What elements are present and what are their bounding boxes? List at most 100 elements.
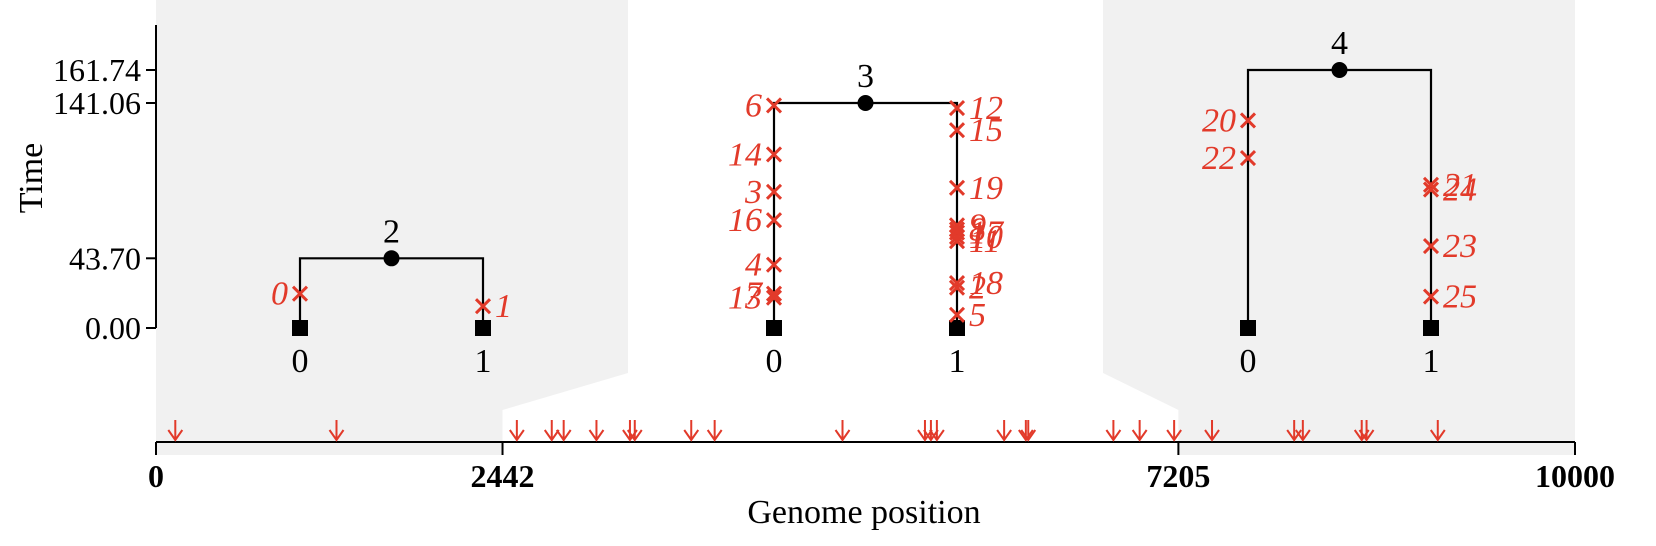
mutation-marker: [948, 233, 966, 250]
site-arrow: [509, 420, 525, 442]
mutation-label: 12: [969, 90, 1003, 127]
mutation-label: 17: [969, 215, 1005, 252]
leaf-node-label: 1: [475, 343, 492, 380]
mutation-label: 20: [1202, 102, 1236, 139]
mutation-label: 23: [1443, 228, 1477, 265]
leaf-node: [475, 320, 491, 336]
y-axis-title: Time: [13, 143, 50, 214]
mutation-marker: [948, 99, 966, 117]
site-arrow: [1358, 420, 1375, 442]
y-tick-label: 43.70: [69, 240, 141, 276]
site-arrow: [929, 420, 945, 442]
site-arrow: [543, 420, 560, 442]
mutation-marker: [291, 285, 309, 302]
mutation-marker: [765, 212, 783, 229]
x-tick-label: 0: [148, 458, 164, 494]
mutation-marker: [1422, 288, 1440, 305]
mutation-label: 15: [969, 112, 1003, 149]
x-tick-label: 10000: [1535, 458, 1615, 494]
mutation-label: 16: [728, 202, 762, 239]
x-axis-title: Genome position: [747, 494, 980, 531]
mutation-marker: [765, 289, 783, 306]
mutation-marker: [1239, 112, 1257, 129]
leaf-node: [292, 320, 308, 336]
mutation-label: 22: [1202, 140, 1236, 177]
mutation-label: 6: [745, 87, 762, 124]
mutation-label: 0: [271, 276, 288, 313]
mutation-label: 10: [969, 219, 1003, 256]
mutation-marker: [474, 298, 492, 315]
site-arrow: [588, 420, 605, 442]
mutation-label: 8: [969, 211, 986, 248]
mutation-marker: [765, 183, 783, 200]
mutation-label: 1: [495, 288, 512, 325]
mutation-marker: [1422, 181, 1440, 198]
site-arrow: [1204, 420, 1220, 442]
leaf-node: [766, 320, 782, 336]
site-arrow: [834, 420, 851, 442]
mutation-marker: [1239, 150, 1257, 167]
mutation-marker: [948, 274, 966, 292]
y-tick-label: 141.06: [53, 85, 141, 121]
mutation-label: 11: [969, 223, 1000, 260]
mutation-marker: [948, 228, 966, 245]
site-arrow: [1166, 420, 1182, 442]
site-arrow: [167, 420, 184, 442]
mutation-marker: [765, 97, 783, 114]
root-node: [1331, 62, 1348, 78]
tree-shade-2: [1103, 0, 1575, 455]
mutation-label: 24: [1443, 172, 1477, 209]
tree-interval-shading: [156, 0, 1575, 455]
mutation-label: 2: [969, 270, 986, 307]
mutation-marker: [765, 285, 783, 302]
site-arrow: [1020, 420, 1037, 442]
root-node-label: 3: [857, 58, 874, 95]
leaf-node-label: 1: [1423, 343, 1440, 380]
mutation-marker: [765, 146, 783, 163]
mutation-marker: [948, 279, 966, 296]
mutation-label: 25: [1443, 279, 1477, 316]
mutation-marker: [948, 122, 966, 139]
mutation-label: 14: [728, 136, 762, 173]
y-tick-label: 161.74: [53, 52, 141, 88]
x-tick-label: 7205: [1146, 458, 1210, 494]
site-arrow: [996, 420, 1012, 442]
leaf-node: [1240, 320, 1256, 336]
tree-2: 2 0 1 0 1: [271, 213, 512, 380]
mutation-marker: [948, 179, 966, 196]
leaf-node: [949, 320, 965, 336]
site-arrow: [1429, 420, 1446, 442]
x-tick-label: 2442: [471, 458, 535, 494]
root-node-label: 4: [1331, 25, 1348, 62]
mutation-marker: [948, 306, 966, 323]
leaf-node-label: 0: [1240, 343, 1257, 380]
y-tick-label: 0.00: [85, 310, 141, 346]
root-node: [857, 94, 874, 111]
tree-shade-0: [156, 0, 628, 455]
leaf-node-label: 1: [949, 343, 966, 380]
mutation-marker: [1422, 237, 1440, 255]
mutation-label: 18: [969, 265, 1003, 302]
mutation-label: 5: [969, 297, 986, 334]
x-axis: Genome position 0 2442 7205 10000: [148, 420, 1615, 531]
site-arrow: [626, 420, 643, 442]
site-arrow: [1131, 420, 1148, 442]
leaf-node: [1423, 320, 1439, 336]
site-arrow: [555, 420, 572, 442]
mutation-label: 21: [1443, 167, 1477, 204]
mutation-marker: [1422, 176, 1440, 193]
leaf-node-label: 0: [766, 343, 783, 380]
mutation-marker: [765, 256, 783, 273]
root-node: [383, 250, 400, 267]
mutation-label: 9: [969, 207, 986, 244]
site-arrow: [683, 420, 700, 442]
mutation-label: 13: [728, 280, 762, 317]
leaf-node-label: 0: [292, 343, 309, 380]
site-arrow: [1105, 420, 1122, 442]
mutation-label: 3: [744, 174, 762, 211]
